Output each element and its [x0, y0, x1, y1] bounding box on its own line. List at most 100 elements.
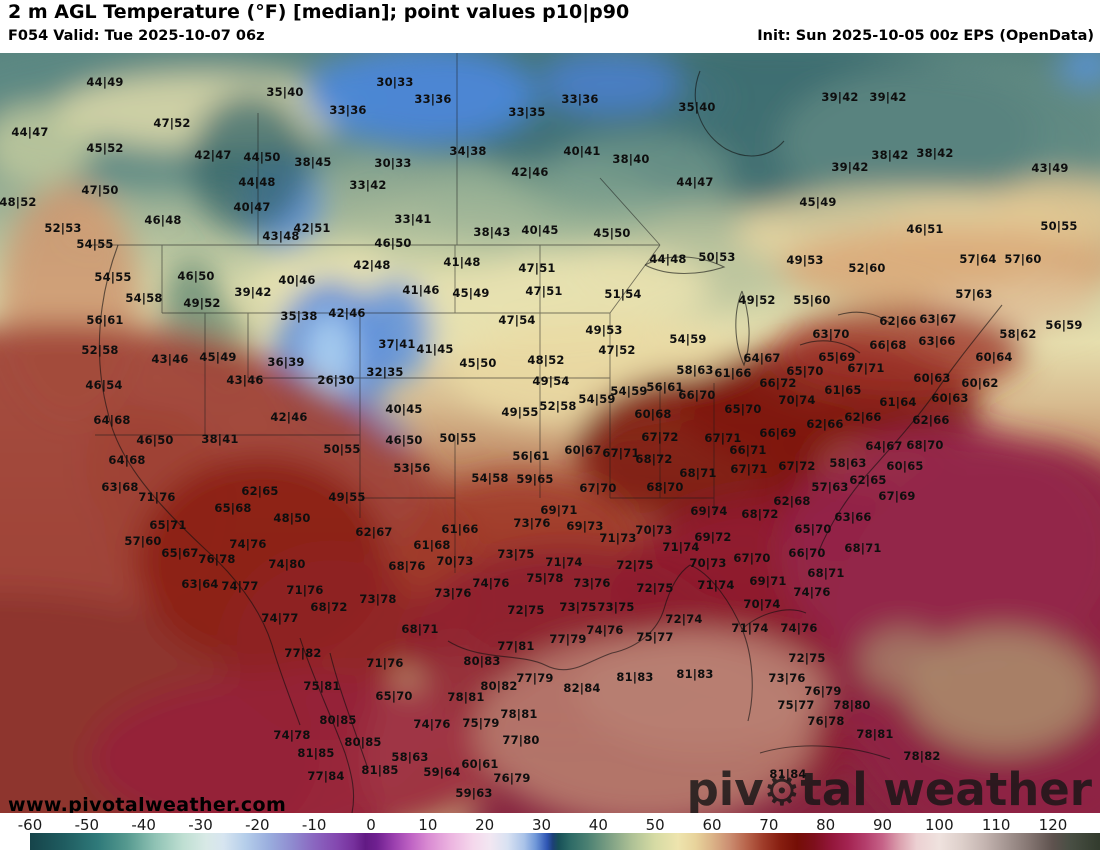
point-value: 26|30	[317, 373, 355, 387]
point-value: 77|84	[307, 769, 345, 783]
point-value: 67|71	[847, 361, 885, 375]
gear-icon: ⚙	[763, 767, 801, 813]
point-value: 50|55	[439, 431, 477, 445]
point-value: 67|72	[778, 459, 816, 473]
point-value: 71|76	[138, 490, 176, 504]
point-value: 60|68	[634, 407, 672, 421]
point-value: 36|39	[267, 355, 305, 369]
point-value: 71|74	[545, 555, 583, 569]
point-value: 67|71	[730, 462, 768, 476]
point-value: 74|77	[221, 579, 259, 593]
point-value: 65|70	[786, 364, 824, 378]
point-value: 69|71	[540, 503, 578, 517]
logo-text-pre: piv	[686, 763, 764, 813]
point-value: 35|40	[266, 85, 304, 99]
point-value: 70|73	[635, 523, 673, 537]
point-value: 74|76	[229, 537, 267, 551]
point-value: 75|77	[777, 698, 815, 712]
point-value: 70|73	[436, 554, 474, 568]
point-value: 70|74	[778, 393, 816, 407]
point-value: 39|42	[234, 285, 272, 299]
point-value: 45|50	[459, 356, 497, 370]
point-value: 32|35	[366, 365, 404, 379]
point-value: 52|53	[44, 221, 82, 235]
point-value: 76|79	[493, 771, 531, 785]
point-value: 67|71	[602, 446, 640, 460]
point-value: 69|72	[694, 530, 732, 544]
point-value: 78|82	[903, 749, 941, 763]
point-value: 62|66	[844, 410, 882, 424]
point-value: 73|76	[573, 576, 611, 590]
point-value: 74|76	[586, 623, 624, 637]
point-value: 45|52	[86, 141, 124, 155]
point-value: 49|52	[183, 296, 221, 310]
temperature-field-svg	[0, 53, 1100, 813]
point-value: 67|70	[579, 481, 617, 495]
point-value: 71|76	[286, 583, 324, 597]
point-value: 63|66	[834, 510, 872, 524]
init-time-label: Init: Sun 2025-10-05 00z EPS (OpenData)	[757, 28, 1094, 44]
point-value: 54|58	[125, 291, 163, 305]
point-value: 49|55	[501, 405, 539, 419]
point-value: 63|64	[181, 577, 219, 591]
point-value: 73|76	[434, 586, 472, 600]
point-value: 76|78	[198, 552, 236, 566]
point-value: 74|77	[261, 611, 299, 625]
point-value: 57|63	[811, 480, 849, 494]
valid-time-label: F054 Valid: Tue 2025-10-07 06z	[8, 28, 265, 44]
point-value: 33|41	[394, 212, 432, 226]
point-value: 68|70	[646, 480, 684, 494]
point-value: 62|67	[355, 525, 393, 539]
point-value: 57|64	[959, 252, 997, 266]
point-value: 56|59	[1045, 318, 1083, 332]
colorbar-tick-label: -60	[17, 816, 43, 834]
point-value: 77|79	[516, 671, 554, 685]
point-value: 45|49	[452, 286, 490, 300]
point-value: 42|46	[511, 165, 549, 179]
point-value: 68|71	[844, 541, 882, 555]
point-value: 65|69	[818, 350, 856, 364]
temperature-map: 44|49 35|40 30|33 33|36 33|36 35|40 39|42 39|42…	[0, 53, 1100, 813]
point-value: 33|42	[349, 178, 387, 192]
map-header: 2 m AGL Temperature (°F) [median]; point…	[0, 0, 1100, 53]
colorbar-area: -60 -50 -40 -30 -20 -10 0 10 20 30 40 50 60 70 80 90 100…	[0, 813, 1100, 850]
colorbar-tick-label: 30	[531, 816, 552, 834]
point-value: 30|33	[374, 156, 412, 170]
point-value: 72|75	[788, 651, 826, 665]
point-value: 72|75	[507, 603, 545, 617]
point-value: 71|73	[599, 531, 637, 545]
point-value: 71|74	[662, 540, 700, 554]
point-value: 64|68	[93, 413, 131, 427]
point-value: 33|36	[414, 92, 452, 106]
colorbar-tick-label: 40	[588, 816, 608, 834]
point-value: 41|46	[402, 283, 440, 297]
point-value: 65|68	[214, 501, 252, 515]
point-value: 69|74	[690, 504, 728, 518]
point-value: 46|54	[85, 378, 123, 392]
point-value: 62|66	[912, 413, 950, 427]
point-value: 74|76	[472, 576, 510, 590]
point-value: 59|64	[423, 765, 461, 779]
point-value: 38|42	[871, 148, 909, 162]
point-value: 81|85	[361, 763, 399, 777]
point-value: 50|55	[323, 442, 361, 456]
point-value: 72|75	[616, 558, 654, 572]
point-value: 75|78	[526, 571, 564, 585]
point-value: 73|75	[559, 600, 597, 614]
point-value: 78|80	[833, 698, 871, 712]
point-value: 49|54	[532, 374, 570, 388]
point-value: 70|74	[743, 597, 781, 611]
point-value: 80|85	[319, 713, 357, 727]
point-value: 51|54	[604, 287, 642, 301]
point-value: 34|38	[449, 144, 487, 158]
point-value: 58|63	[391, 750, 429, 764]
point-value: 64|67	[865, 439, 903, 453]
point-value: 52|58	[539, 399, 577, 413]
point-value: 40|41	[563, 144, 601, 158]
point-value: 63|68	[101, 480, 139, 494]
point-value: 80|82	[480, 679, 518, 693]
point-value: 67|70	[733, 551, 771, 565]
point-value: 82|84	[563, 681, 601, 695]
point-value: 78|81	[856, 727, 894, 741]
point-value: 46|51	[906, 222, 944, 236]
